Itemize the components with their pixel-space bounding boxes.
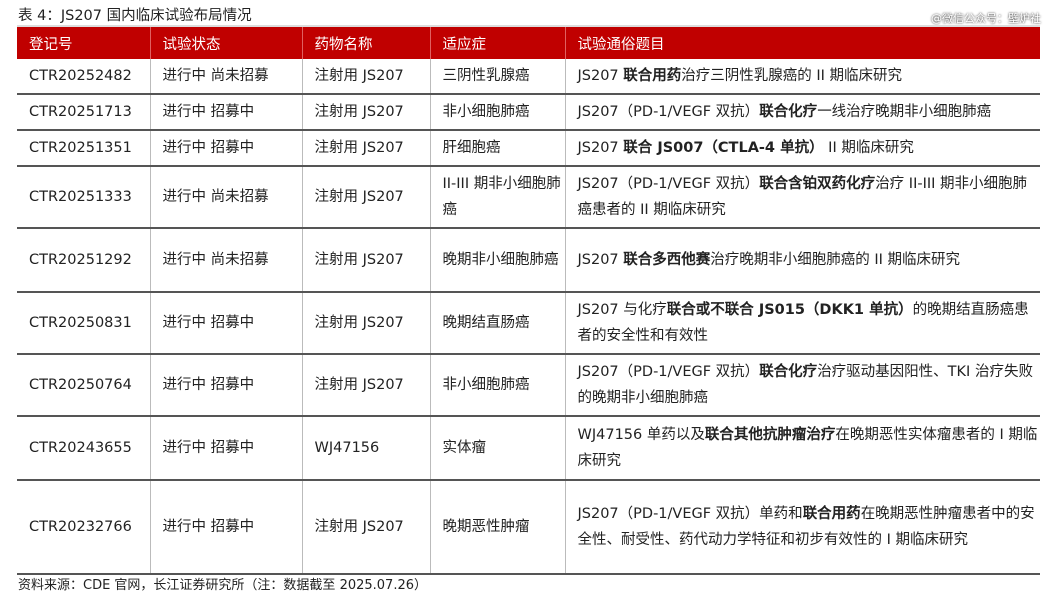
indication-cell: 非小细胞肺癌 bbox=[430, 354, 566, 417]
title-segment: II 期临床研究 bbox=[823, 140, 914, 156]
drug-name-cell: 注射用 JS207 bbox=[302, 354, 431, 417]
table-row: CTR20243655 进行中 招募中 WJ47156 实体瘤 WJ47156 单药以及… bbox=[17, 416, 1040, 481]
header-cell: 试验通俗题目 bbox=[565, 25, 1040, 59]
title-segment: JS207（PD-1/VEGF 双抗） bbox=[577, 176, 760, 192]
header-cell: 登记号 bbox=[17, 25, 151, 59]
registration-id-cell: CTR20251351 bbox=[17, 130, 151, 167]
title-segment: 一线治疗晚期非小细胞肺癌 bbox=[817, 104, 992, 120]
watermark: @微信公众号：壁炉社 bbox=[931, 12, 1041, 25]
trial-status-cell: 进行中 尚未招募 bbox=[150, 228, 303, 293]
trial-title-cell: JS207 联合 JS007（CTLA-4 单抗） II 期临床研究 bbox=[565, 130, 1040, 167]
table-row: CTR20232766 进行中 招募中 注射用 JS207 晚期恶性肿瘤 JS207（P… bbox=[17, 480, 1040, 575]
indication-cell: II-III 期非小细胞肺癌 bbox=[430, 166, 566, 229]
trial-title-cell: JS207 联合多西他赛治疗晚期非小细胞肺癌的 II 期临床研究 bbox=[565, 228, 1040, 293]
drug-name-cell: 注射用 JS207 bbox=[302, 166, 431, 229]
drug-name-cell: WJ47156 bbox=[302, 416, 431, 481]
title-bold-segment: 联合其他抗肿瘤治疗 bbox=[704, 427, 836, 443]
drug-name-cell: 注射用 JS207 bbox=[302, 130, 431, 167]
indication-cell: 肝细胞癌 bbox=[430, 130, 566, 167]
title-segment: JS207（PD-1/VEGF 双抗）单药和 bbox=[577, 506, 803, 522]
title-bold-segment: 联合用药 bbox=[623, 68, 682, 84]
trial-status-cell: 进行中 招募中 bbox=[150, 130, 303, 167]
title-segment: JS207 bbox=[577, 68, 624, 84]
header-cell: 试验状态 bbox=[150, 25, 303, 59]
table-row: CTR20252482 进行中 尚未招募 注射用 JS207 三阴性乳腺癌 JS207 … bbox=[17, 59, 1040, 95]
title-segment: JS207（PD-1/VEGF 双抗） bbox=[577, 364, 760, 380]
title-segment: 治疗 II-III 期非小细胞肺癌患者的 II 期临床研究 bbox=[577, 176, 1028, 218]
title-segment: 在晚期恶性实体瘤患者的 I 期临床研究 bbox=[577, 427, 1038, 469]
title-bold-segment: 联合含铂双药化疗 bbox=[759, 176, 876, 192]
title-bold-segment: 联合或不联合 JS015（DKK1 单抗） bbox=[666, 302, 913, 318]
trial-title-cell: JS207（PD-1/VEGF 双抗）联合含铂双药化疗治疗 II-III 期非小… bbox=[565, 166, 1040, 229]
header-cell: 适应症 bbox=[430, 25, 566, 59]
table-row: CTR20251351 进行中 招募中 注射用 JS207 肝细胞癌 JS207 联合 … bbox=[17, 130, 1040, 167]
registration-id-cell: CTR20252482 bbox=[17, 59, 151, 95]
title-segment: JS207 bbox=[577, 140, 624, 156]
title-bold-segment: 联合 JS007（CTLA-4 单抗） bbox=[623, 140, 824, 156]
table-row: CTR20251292 进行中 尚未招募 注射用 JS207 晚期非小细胞肺癌 JS20… bbox=[17, 228, 1040, 293]
registration-id-cell: CTR20250764 bbox=[17, 354, 151, 417]
drug-name-cell: 注射用 JS207 bbox=[302, 59, 431, 95]
title-segment: 的晚期结直肠癌患者的安全性和有效性 bbox=[577, 302, 1029, 344]
trial-title-cell: JS207（PD-1/VEGF 双抗）联合化疗一线治疗晚期非小细胞肺癌 bbox=[565, 94, 1040, 131]
table-row: CTR20251713 进行中 招募中 注射用 JS207 非小细胞肺癌 JS207（P… bbox=[17, 94, 1040, 131]
table-caption: 表 4：JS207 国内临床试验布局情况 bbox=[18, 8, 252, 24]
registration-id-cell: CTR20232766 bbox=[17, 480, 151, 575]
indication-cell: 三阴性乳腺癌 bbox=[430, 59, 566, 95]
trial-status-cell: 进行中 招募中 bbox=[150, 480, 303, 575]
drug-name-cell: 注射用 JS207 bbox=[302, 94, 431, 131]
indication-cell: 晚期非小细胞肺癌 bbox=[430, 228, 566, 293]
indication-cell: 实体瘤 bbox=[430, 416, 566, 481]
trial-title-cell: JS207（PD-1/VEGF 双抗）单药和联合用药在晚期恶性肿瘤患者中的安全性… bbox=[565, 480, 1040, 575]
table-row: CTR20250764 进行中 招募中 注射用 JS207 非小细胞肺癌 JS207（P… bbox=[17, 354, 1040, 417]
title-segment: JS207 bbox=[577, 252, 624, 268]
trial-status-cell: 进行中 招募中 bbox=[150, 94, 303, 131]
title-bold-segment: 联合用药 bbox=[802, 506, 861, 522]
header-row: 登记号 试验状态 药物名称 适应症 试验通俗题目 bbox=[17, 25, 1040, 59]
title-segment: 在晚期恶性肿瘤患者中的安全性、耐受性、药代动力学特征和初步有效性的 I 期临床研… bbox=[577, 506, 1035, 548]
indication-cell: 非小细胞肺癌 bbox=[430, 94, 566, 131]
title-segment: 治疗三阴性乳腺癌的 II 期临床研究 bbox=[681, 68, 903, 84]
table-row: CTR20250831 进行中 招募中 注射用 JS207 晚期结直肠癌 JS207 与… bbox=[17, 292, 1040, 355]
table-row: CTR20251333 进行中 尚未招募 注射用 JS207 II-III 期非小细胞… bbox=[17, 166, 1040, 229]
title-bold-segment: 联合化疗 bbox=[759, 364, 818, 380]
header-cell: 药物名称 bbox=[302, 25, 431, 59]
trial-title-cell: JS207 与化疗联合或不联合 JS015（DKK1 单抗）的晚期结直肠癌患者的… bbox=[565, 292, 1040, 355]
title-segment: 治疗晚期非小细胞肺癌的 II 期临床研究 bbox=[710, 252, 961, 268]
registration-id-cell: CTR20251333 bbox=[17, 166, 151, 229]
title-segment: JS207（PD-1/VEGF 双抗） bbox=[577, 104, 760, 120]
trials-table: 登记号 试验状态 药物名称 适应症 试验通俗题目 CTR20252482 进行中 … bbox=[17, 25, 1040, 575]
title-bold-segment: 联合多西他赛 bbox=[623, 252, 711, 268]
trial-title-cell: WJ47156 单药以及联合其他抗肿瘤治疗在晚期恶性实体瘤患者的 I 期临床研究 bbox=[565, 416, 1040, 481]
source-note: 资料来源：CDE 官网，长江证券研究所（注：数据截至 2025.07.26） bbox=[18, 578, 427, 593]
registration-id-cell: CTR20251713 bbox=[17, 94, 151, 131]
title-bold-segment: 联合化疗 bbox=[759, 104, 818, 120]
trial-title-cell: JS207（PD-1/VEGF 双抗）联合化疗治疗驱动基因阳性、TKI 治疗失败… bbox=[565, 354, 1040, 417]
registration-id-cell: CTR20243655 bbox=[17, 416, 151, 481]
registration-id-cell: CTR20250831 bbox=[17, 292, 151, 355]
title-segment: WJ47156 单药以及 bbox=[577, 427, 705, 443]
drug-name-cell: 注射用 JS207 bbox=[302, 228, 431, 293]
indication-cell: 晚期结直肠癌 bbox=[430, 292, 566, 355]
drug-name-cell: 注射用 JS207 bbox=[302, 480, 431, 575]
title-segment: JS207 与化疗 bbox=[577, 302, 667, 318]
title-segment: 治疗驱动基因阳性、TKI 治疗失败的晚期非小细胞肺癌 bbox=[577, 364, 1033, 406]
drug-name-cell: 注射用 JS207 bbox=[302, 292, 431, 355]
trial-status-cell: 进行中 招募中 bbox=[150, 416, 303, 481]
trial-title-cell: JS207 联合用药治疗三阴性乳腺癌的 II 期临床研究 bbox=[565, 59, 1040, 95]
indication-cell: 晚期恶性肿瘤 bbox=[430, 480, 566, 575]
trial-status-cell: 进行中 招募中 bbox=[150, 354, 303, 417]
trial-status-cell: 进行中 尚未招募 bbox=[150, 59, 303, 95]
trial-status-cell: 进行中 招募中 bbox=[150, 292, 303, 355]
trial-status-cell: 进行中 尚未招募 bbox=[150, 166, 303, 229]
registration-id-cell: CTR20251292 bbox=[17, 228, 151, 293]
